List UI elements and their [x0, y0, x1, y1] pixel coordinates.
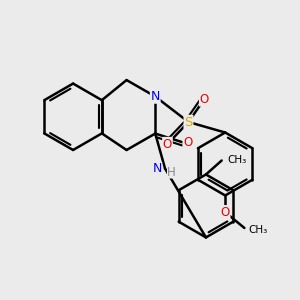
Text: N: N	[151, 90, 160, 103]
Text: CH₃: CH₃	[248, 225, 267, 235]
Text: H: H	[167, 166, 176, 178]
Text: S: S	[184, 116, 193, 128]
Text: O: O	[183, 136, 192, 149]
Text: O: O	[163, 138, 172, 151]
Text: N: N	[153, 162, 162, 175]
Text: CH₃: CH₃	[227, 155, 246, 166]
Text: O: O	[220, 206, 230, 219]
Text: O: O	[200, 93, 209, 106]
